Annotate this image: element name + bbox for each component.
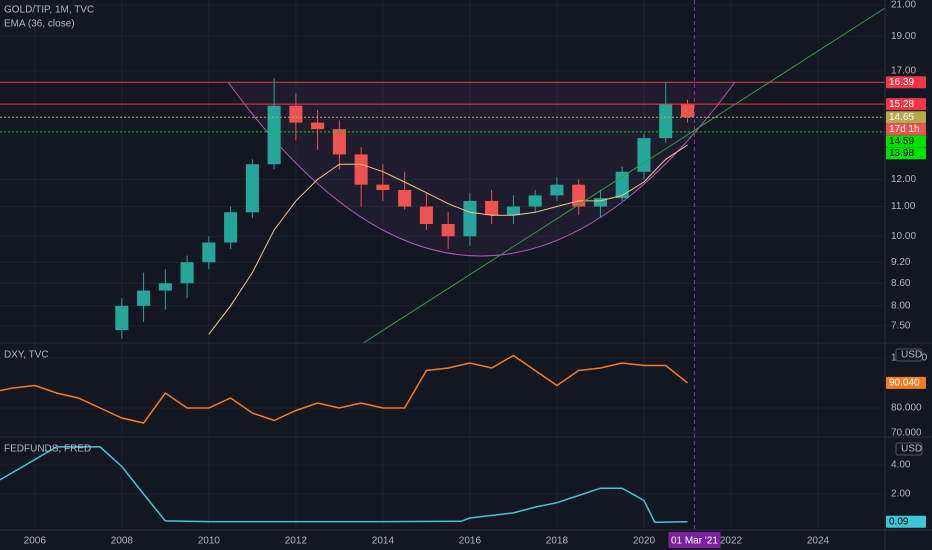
price-tag <box>886 98 926 111</box>
countdown-tag <box>886 123 926 136</box>
x-tick-label: 2020 <box>633 536 656 547</box>
marks <box>0 0 886 530</box>
price-tag-label: 0.09 <box>889 516 909 527</box>
pane-title: FEDFUNDS, FRED <box>4 444 91 455</box>
y-tick-label: 80.000 <box>891 403 922 414</box>
unit-badge <box>895 348 923 362</box>
candle-body <box>398 189 412 207</box>
unit-badge <box>895 442 923 456</box>
candle-body <box>267 105 281 165</box>
x-tick-label: 2022 <box>720 536 743 547</box>
candle-body <box>463 200 477 237</box>
candle-body <box>593 198 607 207</box>
x-tick-label: 2006 <box>24 536 47 547</box>
candle-body <box>550 184 564 196</box>
candle-body <box>637 138 651 172</box>
x-tick-label: 2012 <box>285 536 308 547</box>
price-tag-label: 90.040 <box>889 378 920 389</box>
candle-body <box>441 224 455 237</box>
y-tick-label: 7.50 <box>891 321 911 332</box>
candle-body <box>419 206 433 225</box>
x-tick-label: 2010 <box>198 536 221 547</box>
price-tag-label: 14.65 <box>889 112 914 123</box>
candle-body <box>115 305 129 331</box>
x-tick-label: 2018 <box>546 536 569 547</box>
y-tick-label: 21.00 <box>891 0 916 11</box>
candle-body <box>311 122 325 130</box>
x-tick-label: 2014 <box>372 536 395 547</box>
price-tag-label: 14.59 <box>889 136 914 147</box>
candle-body <box>528 195 542 207</box>
pane-title: DXY, TVC <box>4 350 49 361</box>
price-tag <box>886 76 926 89</box>
candle-body <box>245 164 259 213</box>
y-tick-label: 8.00 <box>891 300 911 311</box>
unit-label: USD <box>901 444 922 455</box>
candle-body <box>180 262 194 284</box>
candle-body <box>224 212 238 243</box>
unit-label: USD <box>901 350 922 361</box>
y-tick-label: 17.00 <box>891 66 916 77</box>
candle-body <box>289 105 303 123</box>
cursor-label: 01 Mar '21 <box>671 536 718 547</box>
price-tag <box>886 515 926 528</box>
grid <box>0 0 885 530</box>
series-line <box>0 446 688 524</box>
ema-line <box>208 144 688 335</box>
y-tick-label: 9.20 <box>891 257 911 268</box>
candle-body <box>202 242 216 263</box>
y-tick-label: 2.00 <box>891 489 911 500</box>
price-tag-label: 15.28 <box>889 99 914 110</box>
candle-body <box>137 290 151 306</box>
candle-body <box>332 129 346 155</box>
candle-body <box>376 184 390 190</box>
y-tick-label: 19.00 <box>891 31 916 42</box>
y-tick-label: 8.60 <box>891 278 911 289</box>
x-tick-label: 2024 <box>807 536 830 547</box>
series-line <box>0 354 688 424</box>
candle-body <box>659 103 673 139</box>
y-tick-label: 4.00 <box>891 460 911 471</box>
price-tag <box>886 111 926 124</box>
y-tick-label: 12.00 <box>891 174 916 185</box>
candle-body <box>572 184 586 207</box>
candle-body <box>485 200 499 216</box>
price-tag <box>886 376 926 389</box>
candle-body <box>615 171 629 199</box>
axis: 7.50 8.00 8.60 9.20 10.00 11.00 12.00 17.00 19.0… <box>24 0 928 548</box>
candle-body <box>680 103 694 118</box>
price-tag-label: 16.39 <box>889 77 914 88</box>
price-tag <box>886 147 926 160</box>
y-tick-label: 11.00 <box>891 201 916 212</box>
x-tick-label: 2008 <box>111 536 134 547</box>
trend-line <box>363 7 886 344</box>
cursor-tag <box>668 532 721 548</box>
candle-body <box>354 154 368 185</box>
countdown-label: 17d 1h <box>889 124 920 135</box>
price-tag-label: 13.98 <box>889 148 914 159</box>
price-tag <box>886 135 926 148</box>
pane-title: GOLD/TIP, 1M, TVC <box>4 5 94 16</box>
candle-body <box>158 283 172 291</box>
x-tick-label: 2016 <box>459 536 482 547</box>
cup-arc <box>227 81 736 257</box>
y-tick-label: 10.00 <box>891 231 916 242</box>
candle-body <box>506 206 520 216</box>
y-tick-label: 70.000 <box>891 428 922 439</box>
indicator-title: EMA (36, close) <box>4 19 75 30</box>
